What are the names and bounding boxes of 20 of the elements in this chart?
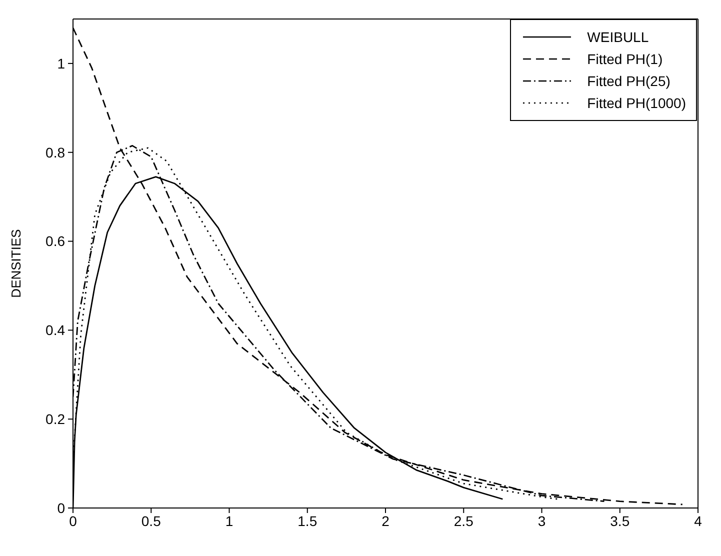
y-tick-label: 1 — [57, 55, 66, 72]
x-tick-label: 0.5 — [141, 512, 162, 529]
x-tick-label: 1.5 — [298, 512, 318, 529]
y-tick-label: 0.4 — [46, 322, 66, 338]
x-tick-label: 2 — [382, 512, 390, 529]
y-tick-label: 0 — [57, 500, 66, 516]
y-tick-label: 0.2 — [46, 411, 66, 428]
legend-label: Fitted PH(25) — [587, 73, 670, 89]
y-tick-label: 0.8 — [46, 144, 66, 160]
legend-label: Fitted PH(1) — [587, 51, 663, 67]
x-tick-label: 3 — [538, 512, 546, 529]
legend-label: WEIBULL — [587, 29, 649, 45]
x-tick-label: 0 — [69, 512, 78, 529]
y-axis-title: DENSITIES — [8, 228, 24, 298]
x-tick-label: 3.5 — [610, 512, 630, 529]
x-tick-label: 4 — [694, 512, 702, 529]
legend-label: Fitted PH(1000) — [587, 95, 686, 111]
x-tick-label: 2.5 — [454, 512, 474, 529]
x-tick-label: 1 — [225, 512, 234, 529]
y-tick-label: 0.6 — [46, 233, 66, 250]
